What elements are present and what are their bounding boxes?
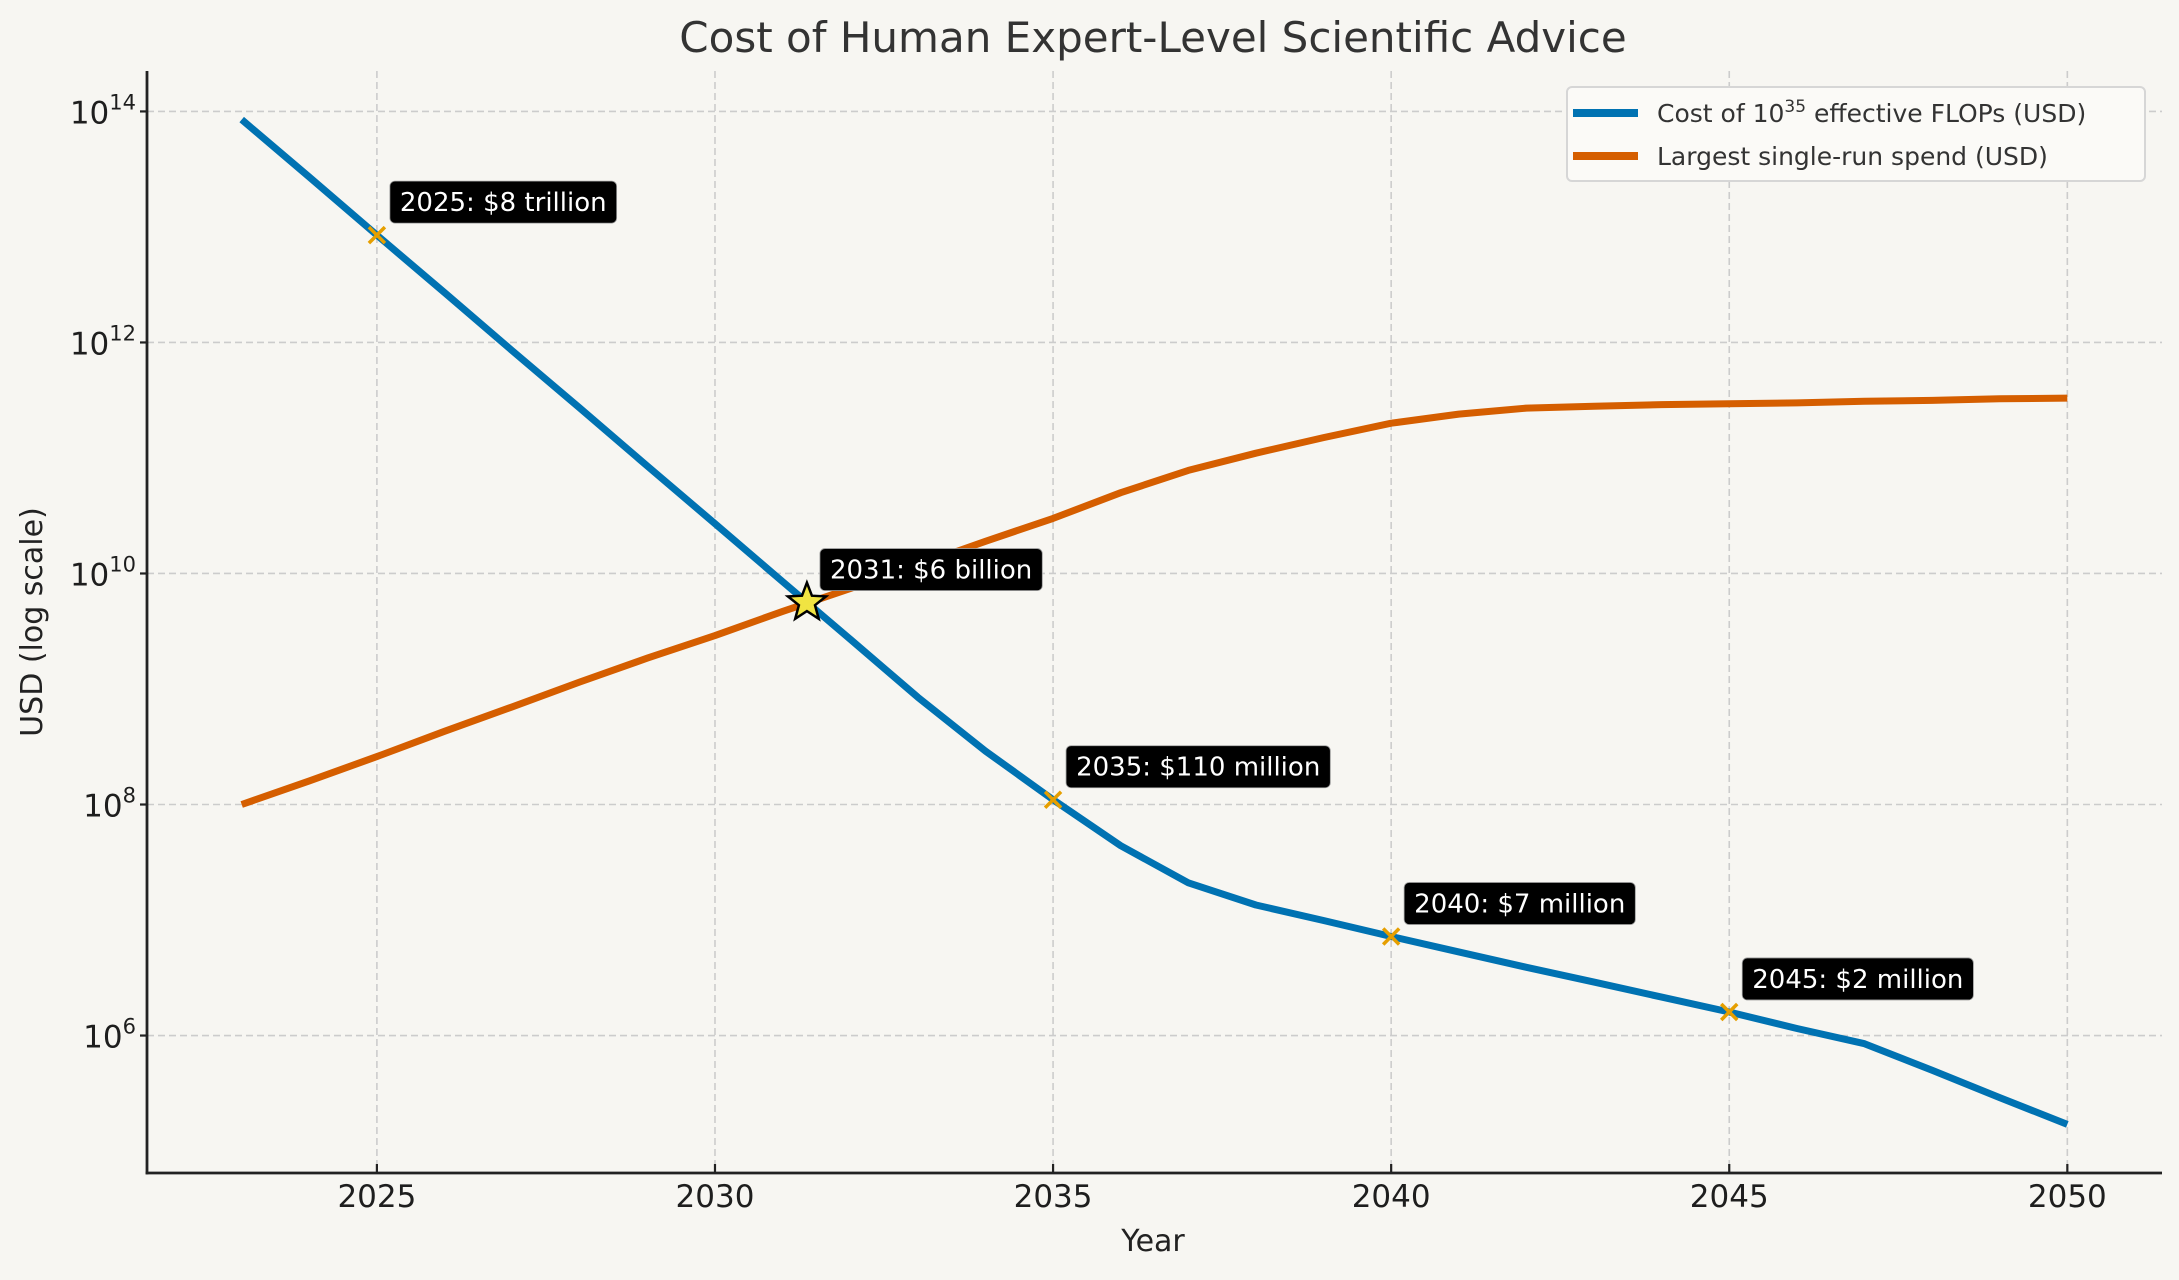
spend-series-line <box>240 394 2068 808</box>
y-tick-label-exponent: 12 <box>109 321 136 345</box>
x-tick-label: 2035 <box>1014 1179 1093 1215</box>
annotation-text: 2035: $110 million <box>1076 753 1320 783</box>
y-tick-label-exponent: 14 <box>109 90 136 114</box>
series-layer <box>239 116 2069 1128</box>
y-tick-label-base: 10 <box>83 1020 122 1056</box>
legend-label-cost-rest: effective FLOPs (USD) <box>1806 99 2086 128</box>
x-axis-label: Year <box>1120 1224 1185 1259</box>
y-tick-label: 108 <box>83 784 136 825</box>
x-marker-stroke <box>1043 790 1063 809</box>
x-tick-label: 2030 <box>676 1179 755 1215</box>
annotation-box <box>1065 745 1331 789</box>
y-tick-label-exponent: 10 <box>109 552 136 576</box>
legend: Cost of 1035 effective FLOPs (USD) Large… <box>1566 86 2146 182</box>
y-tick-label: 1012 <box>70 321 136 362</box>
annotation-label: 2040: $7 million <box>1403 882 1636 925</box>
x-marker <box>1720 1002 1739 1022</box>
annotation-text: 2040: $7 million <box>1414 890 1625 920</box>
annotation-box <box>1741 957 1974 1001</box>
annotation-box <box>389 180 618 224</box>
chart-title: Cost of Human Expert-Level Scientific Ad… <box>679 13 1626 62</box>
tick-labels: 2025 2030 2035 2040 2045 20501061081010101210… <box>70 90 2107 1215</box>
y-tick-label: 1014 <box>70 90 136 131</box>
y-tick-label-exponent: 6 <box>123 1015 136 1039</box>
legend-label-cost-main: Cost of 10 <box>1657 99 1784 128</box>
x-marker-stroke <box>1381 927 1401 946</box>
grid <box>147 71 2162 1173</box>
cost-series-line <box>239 116 2069 1128</box>
y-axis-label: USD (log scale) <box>15 507 50 737</box>
x-marker <box>367 225 387 245</box>
annotation-text: 2031: $6 billion <box>830 556 1032 586</box>
x-marker <box>1381 927 1401 946</box>
y-tick-label-base: 10 <box>83 789 122 825</box>
x-tick-label: 2025 <box>337 1179 416 1215</box>
legend-frame <box>1566 86 2146 182</box>
legend-label-spend: Largest single-run spend (USD) <box>1657 142 2048 171</box>
annotation-label: 2035: $110 million <box>1065 745 1331 789</box>
annotations: 2025: $8 trillion 2031: $6 billion 2035: $… <box>389 180 1974 1001</box>
annotation-label: 2025: $8 trillion <box>389 180 618 224</box>
legend-label-cost: Cost of 1035 effective FLOPs (USD) <box>1657 97 2086 128</box>
annotation-text: 2025: $8 trillion <box>400 188 607 218</box>
y-tick-label-exponent: 8 <box>123 784 136 808</box>
y-tick-label-base: 10 <box>70 557 109 593</box>
y-tick-label-base: 10 <box>70 326 109 362</box>
y-tick-label-base: 10 <box>70 95 109 131</box>
x-marker <box>1043 790 1063 809</box>
annotation-box <box>819 548 1043 591</box>
x-marker-stroke <box>1720 1002 1739 1022</box>
legend-label-cost-sup: 35 <box>1784 97 1806 117</box>
annotation-label: 2045: $2 million <box>1741 957 1974 1001</box>
y-tick-label: 1010 <box>70 552 136 593</box>
x-tick-label: 2045 <box>1690 1179 1769 1215</box>
annotation-text: 2045: $2 million <box>1752 965 1963 995</box>
axes <box>140 71 2162 1175</box>
marker-layer <box>367 225 1739 1022</box>
y-tick-label: 106 <box>83 1015 136 1056</box>
annotation-label: 2031: $6 billion <box>819 548 1043 591</box>
x-tick-label: 2050 <box>2028 1179 2107 1215</box>
crossover-star-marker <box>784 579 830 622</box>
x-marker-stroke <box>367 225 387 245</box>
x-tick-label: 2040 <box>1352 1179 1431 1215</box>
annotation-box <box>1403 882 1636 925</box>
